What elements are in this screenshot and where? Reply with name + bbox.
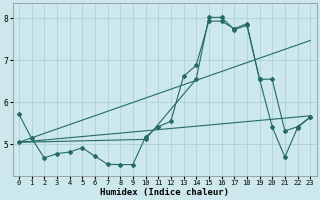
X-axis label: Humidex (Indice chaleur): Humidex (Indice chaleur) bbox=[100, 188, 229, 197]
